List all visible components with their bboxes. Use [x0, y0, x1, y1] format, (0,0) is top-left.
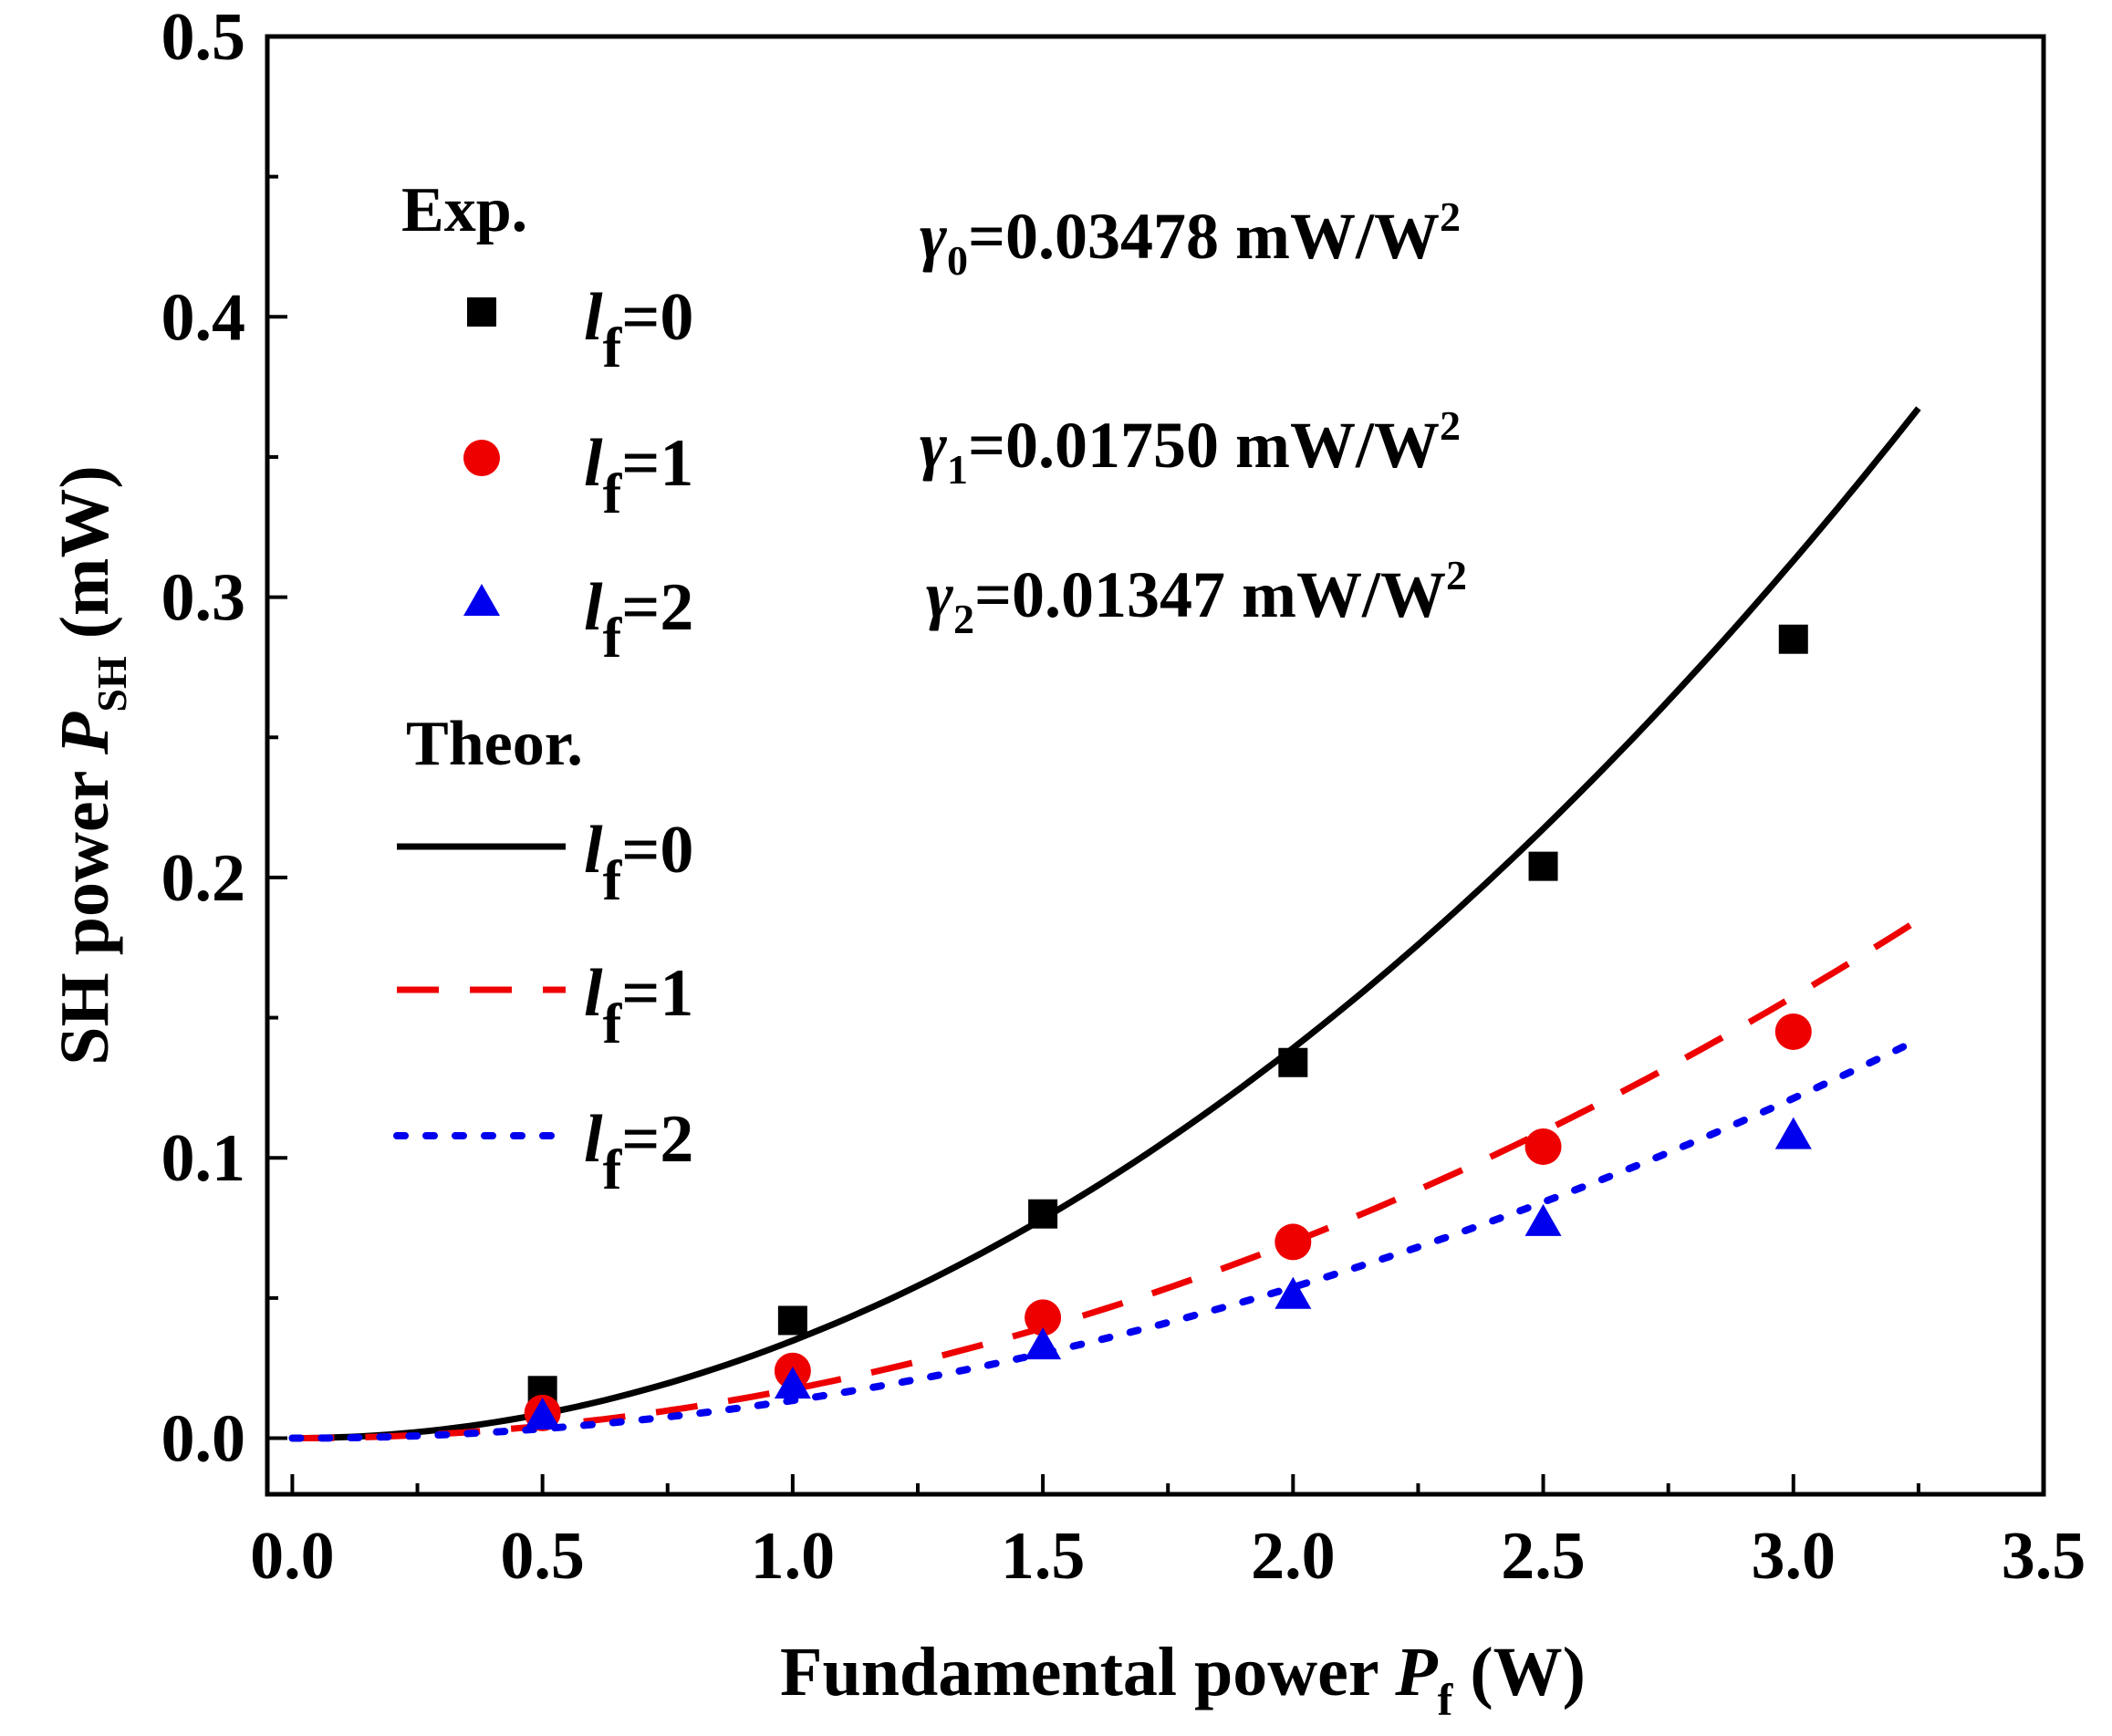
y-tick-label: 0.5: [161, 0, 246, 75]
data-point-2-1: [774, 1367, 811, 1399]
theory-curve-0: [292, 406, 1921, 1441]
legend-theor-header: Theor.: [406, 709, 583, 779]
x-tick-label: 0.5: [500, 1519, 585, 1594]
x-tick-label: 3.5: [2002, 1519, 2086, 1594]
data-point-0-2: [1028, 1199, 1058, 1229]
y-axis-title: SH power PSH (mW): [47, 465, 135, 1065]
y-tick-label: 0.0: [161, 1402, 246, 1477]
x-axis-title: Fundamental power Pf (W): [780, 1634, 1586, 1725]
data-point-1-2: [1025, 1299, 1062, 1336]
data-point-0-3: [1278, 1047, 1308, 1077]
x-tick-label: 1.5: [1001, 1519, 1086, 1594]
data-point-0-4: [1528, 851, 1558, 881]
data-point-2-3: [1274, 1276, 1312, 1309]
y-tick-label: 0.1: [161, 1121, 246, 1196]
data-point-1-4: [1524, 1128, 1562, 1165]
data-point-2-2: [1025, 1327, 1062, 1360]
gamma-annotation-0: γ0=0.03478 mW/W2: [920, 193, 1461, 284]
x-tick-label: 0.0: [250, 1519, 335, 1594]
gamma-annotation-2: γ2=0.01347 mW/W2: [926, 552, 1467, 642]
legend-theor-label-0: lf=0: [584, 813, 693, 912]
legend-theor-label-1: lf=1: [584, 956, 693, 1055]
data-point-1-5: [1774, 1013, 1812, 1050]
data-point-2-0: [524, 1397, 561, 1429]
data-point-2-4: [1524, 1203, 1562, 1236]
data-point-1-3: [1274, 1223, 1312, 1261]
x-tick-label: 3.0: [1752, 1519, 1836, 1594]
legend-exp-marker-1: [463, 440, 500, 476]
gamma-annotation-1: γ1=0.01750 mW/W2: [920, 402, 1461, 493]
data-point-2-5: [1774, 1117, 1812, 1149]
theory-curve-2: [288, 1035, 1922, 1442]
x-tick-label: 2.0: [1251, 1519, 1336, 1594]
y-tick-label: 0.3: [161, 561, 246, 636]
legend-exp-header: Exp.: [401, 175, 527, 245]
data-point-0-5: [1778, 624, 1808, 654]
plot-frame: [265, 34, 2046, 1497]
data-point-0-1: [777, 1305, 807, 1336]
x-tick-label: 1.0: [751, 1519, 836, 1594]
legend-exp-label-1: lf=1: [584, 426, 693, 525]
legend-exp-marker-2: [463, 584, 500, 616]
legend-exp-label-2: lf=2: [584, 570, 693, 670]
y-tick-label: 0.2: [161, 841, 246, 916]
legend-exp-marker-0: [467, 297, 496, 327]
x-tick-label: 2.5: [1501, 1519, 1586, 1594]
theory-curve-1: [292, 917, 1920, 1441]
legend-theor-label-2: lf=2: [584, 1102, 693, 1201]
y-tick-label: 0.4: [161, 280, 246, 355]
legend-exp-label-0: lf=0: [584, 280, 693, 379]
